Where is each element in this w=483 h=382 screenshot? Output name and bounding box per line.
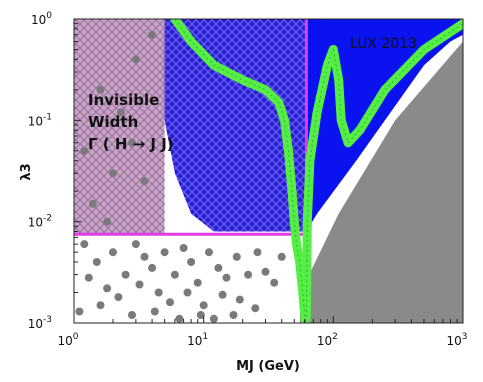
scatter-dot [96,85,105,94]
scatter-dot [135,280,144,289]
scatter-dot [187,258,196,266]
x-tick-label: 101 [187,332,208,348]
scatter-dot [277,252,286,261]
scatter-dot [103,284,112,293]
scatter-dot [183,288,192,297]
scatter-dot [131,240,140,249]
scatter-dot [128,311,136,319]
scatter-dot [150,307,159,316]
scatter-dot [214,263,223,272]
x-tick-label: 100 [57,332,78,348]
scatter-dot [270,278,279,287]
scatter-dot [244,270,253,279]
plot-frame [73,18,464,324]
scatter-dot [251,304,260,313]
scatter-dot [80,146,89,155]
scatter-dot [88,199,97,208]
annotation-invisible-width-line1: Invisible [88,91,159,109]
scatter-dot [103,217,112,226]
scatter-dot [166,298,174,307]
scatter-dot [179,244,188,252]
scatter-dot [170,270,179,279]
scatter-dot [128,138,136,147]
scatter-dot [154,288,163,297]
scatter-dot [75,307,84,316]
scatter-dot [222,273,231,282]
scatter-dot [148,30,157,39]
scatter-dot [199,301,208,310]
annotation-invisible-width-line2: Width [88,113,138,131]
y-tick-label: 10-3 [28,315,52,331]
scatter-dot [193,278,202,287]
scatter-dot [218,290,227,299]
scatter-dot [175,314,184,323]
region-blue-hatched [162,19,307,232]
scatter-dot [253,248,262,257]
scatter-dot [96,301,105,310]
scatter-dot [229,311,238,319]
scatter-dot [80,240,89,249]
y-tick-label: 10-2 [28,214,52,230]
annotation-lux: LUX 2013 [350,36,417,52]
scatter-dot [109,248,117,257]
scatter-dot [235,295,244,304]
scatter-dot [121,270,130,279]
x-tick-label: 103 [446,332,467,348]
x-axis-title: MJ (GeV) [236,359,300,374]
scatter-dot [196,311,205,319]
scatter-dot [148,263,157,272]
scatter-dot [205,248,213,257]
curves-layer [170,19,463,323]
scatter-dot [140,177,149,186]
scatter-dot [261,267,270,276]
scatter-dot [109,169,117,178]
x-tick-label: 102 [317,332,338,348]
y-tick-label: 100 [31,11,52,27]
scatter-dot [116,108,125,117]
scatter-dot [140,252,149,261]
scatter-dot [209,314,218,323]
region-gray-excluded [299,41,463,323]
scatter-dot [160,248,169,257]
scatter-dot [131,55,140,64]
scatter-dot [92,258,101,266]
scatter-dot [84,273,93,282]
relic-band [170,19,463,323]
scatter-dot [232,252,241,261]
annotation-invisible-width-line3: Γ ( H → J J) [88,135,174,153]
scatter-dot [114,293,123,302]
scatter-dots-layer [75,30,286,323]
y-tick-label: 10-1 [28,112,52,128]
y-axis-title: λ3 [19,163,34,180]
